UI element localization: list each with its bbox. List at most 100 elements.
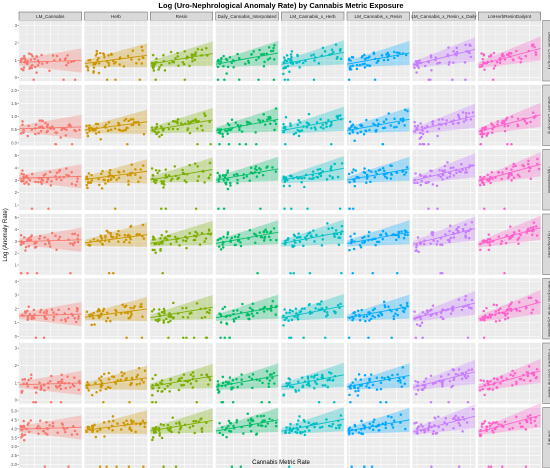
data-point [224,181,228,184]
data-point [52,315,56,319]
data-point [107,371,111,375]
data-point [103,55,106,59]
data-point [25,174,28,178]
data-point [421,311,424,314]
data-point [130,429,133,432]
data-point [92,63,95,66]
data-point [62,78,65,82]
data-point [225,178,229,181]
data-point [427,143,430,146]
facet-panel [150,149,213,211]
data-point [363,66,367,69]
data-point [219,248,223,251]
data-point [337,243,341,247]
data-point [168,61,171,65]
data-point [285,311,288,314]
data-point [418,59,421,62]
data-point [387,305,390,309]
data-point [224,380,228,384]
confidence-band [215,294,279,321]
data-point [307,382,310,386]
data-point [502,54,505,58]
data-point [363,425,367,428]
data-point [526,227,530,231]
panel-border [412,407,476,468]
data-point [104,234,107,238]
data-point [153,248,156,252]
data-point [385,176,389,180]
data-point [242,432,245,435]
data-point [351,56,355,59]
data-point [174,465,178,468]
panel-background [215,343,279,404]
data-point [39,388,42,391]
data-point [263,237,266,240]
data-point [69,242,72,245]
data-point [98,465,102,468]
y-tick-label: 2 [15,190,18,195]
data-point [228,336,231,340]
data-point [365,56,368,60]
data-point [503,420,507,424]
data-point [358,63,362,67]
facet-panel [412,20,476,82]
data-point [224,57,228,61]
data-point [426,311,430,314]
data-point [429,374,433,378]
data-point [70,433,74,436]
data-point [22,66,26,69]
data-point [55,131,59,135]
panel-border [346,278,410,340]
data-point [415,431,418,434]
data-point [218,143,221,146]
data-point [535,376,538,379]
data-point [254,433,258,436]
data-point [298,415,301,418]
data-point [107,420,111,423]
data-point [156,389,160,393]
data-point [358,384,362,387]
data-point [129,314,132,318]
data-point [499,242,503,246]
data-point [291,245,295,249]
data-point [221,375,225,379]
regression-line [281,167,345,181]
data-point [352,311,355,315]
data-point [28,313,32,316]
data-point [524,54,528,58]
data-point [33,242,37,245]
data-point [310,126,313,130]
data-point [216,65,220,69]
regression-line [18,239,82,243]
data-point [529,177,533,180]
facet-panel [412,342,476,404]
data-point [446,161,449,164]
data-point [492,431,495,434]
data-point [518,56,521,59]
data-point [294,241,297,244]
panel-border [281,149,345,211]
confidence-band [412,359,476,391]
data-point [232,320,236,323]
data-point [151,438,154,442]
data-point [360,56,364,59]
data-point [152,69,156,72]
data-point [203,112,206,115]
facet-panel [84,213,148,275]
data-point [403,124,406,127]
data-point [406,233,409,237]
data-point [251,302,255,305]
data-point [302,336,305,340]
data-point [296,317,300,321]
data-point [25,180,28,184]
data-point [365,314,369,318]
panel-border [281,20,345,82]
data-point [289,385,292,388]
data-point [92,311,95,315]
panel-background [478,85,541,146]
facet-panel [215,278,279,340]
data-point [347,172,351,176]
data-point [35,386,39,389]
data-point [516,123,519,126]
data-point [239,465,243,468]
